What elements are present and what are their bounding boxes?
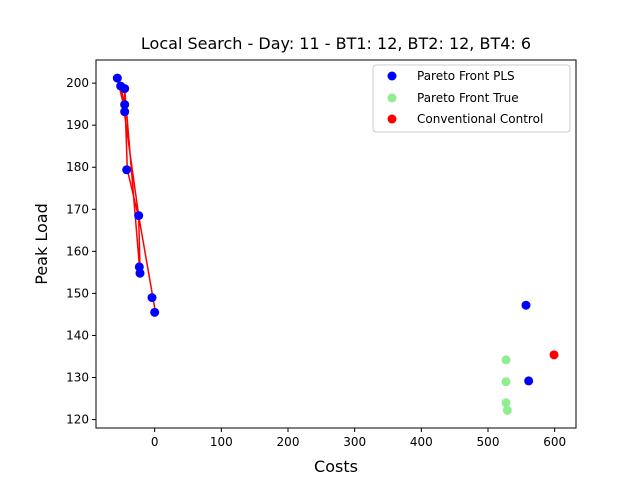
data-point-pareto-front-pls-6 <box>134 211 144 221</box>
data-point-pareto-front-pls-4 <box>120 107 130 117</box>
y-tick-label: 140 <box>66 328 89 342</box>
y-tick-label: 180 <box>66 160 89 174</box>
legend-label-pareto-front-pls: Pareto Front PLS <box>417 69 515 83</box>
data-point-pareto-front-pls-2 <box>120 84 130 94</box>
legend-label-conventional-control: Conventional Control <box>417 112 543 126</box>
x-tick-label: 300 <box>343 435 366 449</box>
legend-marker-pareto-front-pls <box>387 71 397 81</box>
y-tick-label: 160 <box>66 244 89 258</box>
legend-marker-conventional-control <box>387 114 397 124</box>
x-tick-label: 400 <box>410 435 433 449</box>
y-axis: 120 130 140 150 160 170 180 190 200 <box>66 76 96 427</box>
y-tick-label: 130 <box>66 371 89 385</box>
x-tick-label: 600 <box>543 435 566 449</box>
x-tick-label: 200 <box>277 435 300 449</box>
data-point-pareto-front-true-0 <box>501 355 511 365</box>
data-point-conventional-control-0 <box>549 350 559 360</box>
data-point-pareto-front-pls-11 <box>521 300 531 310</box>
chart-title: Local Search - Day: 11 - BT1: 12, BT2: 1… <box>141 34 531 53</box>
x-tick-label: 500 <box>477 435 500 449</box>
legend-entry-conventional-control: Conventional Control <box>387 112 543 126</box>
data-point-pareto-front-true-2 <box>501 398 511 408</box>
y-tick-label: 120 <box>66 413 89 427</box>
legend-marker-pareto-front-true <box>387 93 397 103</box>
legend-entry-pareto-front-true: Pareto Front True <box>387 91 519 105</box>
legend-entry-pareto-front-pls: Pareto Front PLS <box>387 69 515 83</box>
y-tick-label: 170 <box>66 202 89 216</box>
y-tick-label: 200 <box>66 76 89 90</box>
data-point-pareto-front-pls-8 <box>135 268 145 278</box>
plot-area <box>112 73 559 415</box>
data-point-pareto-front-pls-5 <box>122 165 132 175</box>
data-point-pareto-front-pls-0 <box>112 73 122 83</box>
legend: Pareto Front PLS Pareto Front True Conve… <box>372 64 571 133</box>
x-axis: 0 100 200 300 400 500 600 <box>151 428 566 449</box>
data-point-pareto-front-pls-10 <box>150 307 160 317</box>
x-tick-label: 0 <box>151 435 159 449</box>
y-tick-label: 150 <box>66 286 89 300</box>
data-point-pareto-front-pls-12 <box>524 376 534 386</box>
legend-label-pareto-front-true: Pareto Front True <box>417 91 519 105</box>
x-axis-label: Costs <box>314 457 358 476</box>
legend-box <box>372 64 571 133</box>
data-point-pareto-front-pls-3 <box>120 100 130 110</box>
data-point-pareto-front-true-1 <box>501 377 511 387</box>
y-axis-label: Peak Load <box>32 203 51 284</box>
y-tick-label: 190 <box>66 118 89 132</box>
data-point-pareto-front-true-3 <box>502 405 512 415</box>
plot-frame <box>95 59 577 429</box>
data-point-pareto-front-pls-9 <box>147 293 157 303</box>
x-tick-label: 100 <box>210 435 233 449</box>
